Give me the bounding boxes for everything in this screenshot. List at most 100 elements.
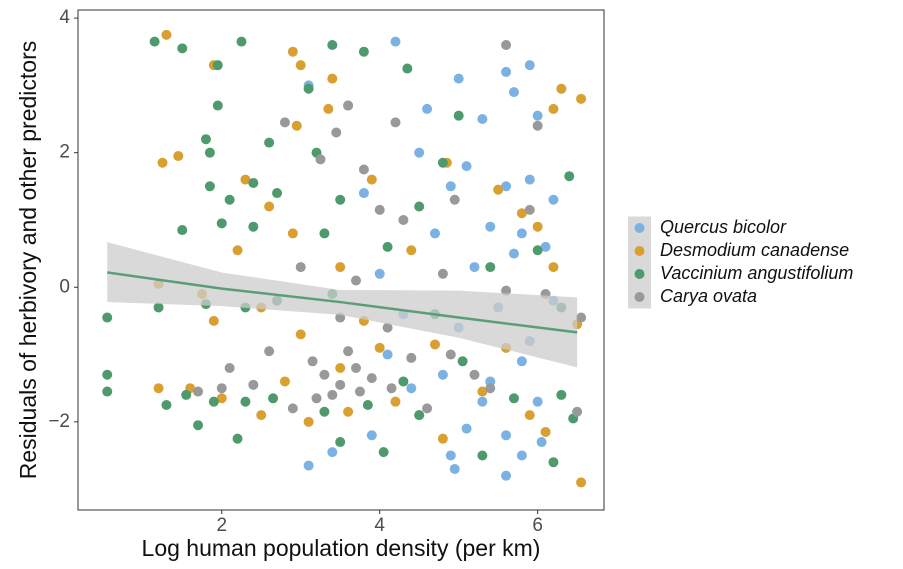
point [335,363,346,374]
point [327,73,338,84]
point [469,262,480,273]
point [437,433,448,444]
legend-label: Quercus bicolor [660,217,787,237]
point [303,83,314,94]
point [335,194,346,205]
point [161,29,172,40]
point [461,161,472,172]
point [524,60,535,71]
point [532,120,543,131]
point [445,349,456,360]
point [501,66,512,77]
point [437,157,448,168]
point [429,228,440,239]
point [406,352,417,363]
point [493,184,504,195]
point [445,181,456,192]
point [501,285,512,296]
confidence-band [107,242,578,368]
point [236,36,247,47]
point [382,322,393,333]
point [295,60,306,71]
legend-marker [634,246,645,256]
point [390,117,401,128]
point [477,450,488,461]
point [343,346,354,357]
point [477,114,488,125]
point [335,379,346,390]
y-tick-label: −2 [48,411,70,432]
point [576,312,587,323]
legend-label: Desmodium canadense [660,240,849,260]
point [548,103,559,114]
point [390,396,401,407]
point [212,100,223,111]
point [378,447,389,458]
point [268,393,279,404]
point [501,430,512,441]
point [216,383,227,394]
point [485,262,496,273]
point [429,339,440,350]
point [102,386,113,397]
point [477,396,488,407]
point [153,383,164,394]
x-axis-title: Log human population density (per km) [142,535,541,561]
point [240,174,251,185]
point [264,346,275,357]
point [287,46,298,57]
point [477,386,488,397]
point [366,174,377,185]
panel-border [77,9,605,511]
point [319,369,330,380]
point [256,410,267,421]
point [362,400,373,411]
point [406,245,417,256]
point [374,204,385,215]
point [402,63,413,74]
point [576,477,587,488]
point [173,151,184,162]
point [548,457,559,468]
point [311,393,322,404]
point [351,363,362,374]
y-tick-label: 0 [59,276,70,297]
point [279,117,290,128]
point [485,221,496,232]
legend-label: Vaccinium angustifolium [660,263,853,283]
point [153,302,164,313]
point [366,430,377,441]
point [327,389,338,400]
point [303,460,314,471]
point [457,356,468,367]
point [248,177,259,188]
x-tick-label: 6 [532,515,543,536]
point [398,214,409,225]
point [414,410,425,421]
x-tick-label: 4 [374,515,385,536]
point [327,39,338,50]
point [382,241,393,252]
point [315,154,326,165]
point [351,275,362,286]
point [437,369,448,380]
point [548,262,559,273]
point [461,423,472,434]
point [516,450,527,461]
point [295,262,306,273]
point [386,383,397,394]
point [366,373,377,384]
point [536,437,547,448]
point [358,164,369,175]
point [287,403,298,414]
point [382,349,393,360]
point [193,420,204,431]
point [157,157,168,168]
point [264,137,275,148]
point [279,376,290,387]
point [295,329,306,340]
point [485,383,496,394]
point [335,437,346,448]
point [532,110,543,121]
point [204,181,215,192]
